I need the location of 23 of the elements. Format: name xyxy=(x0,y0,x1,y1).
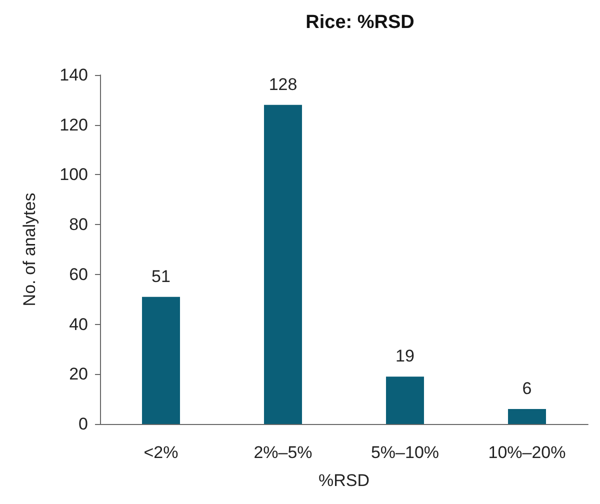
y-tick-label: 0 xyxy=(78,414,88,434)
y-tick-label: 120 xyxy=(60,115,88,134)
y-tick-label: 40 xyxy=(69,314,88,334)
bar xyxy=(508,409,546,424)
data-label: 51 xyxy=(152,266,170,286)
y-tick-label: 140 xyxy=(60,66,88,84)
y-tick-label: 100 xyxy=(60,165,88,184)
y-tick-label: 80 xyxy=(69,215,88,234)
y-tick-label: 60 xyxy=(69,264,88,284)
y-tick-label: 20 xyxy=(69,364,88,384)
x-tick-label: 5%–10% xyxy=(370,443,440,462)
bar xyxy=(264,104,302,424)
x-axis-title: %RSD xyxy=(318,471,370,490)
data-label: 19 xyxy=(396,346,414,366)
data-label: 6 xyxy=(522,379,532,398)
x-tick-label: <2% xyxy=(144,443,178,462)
y-axis-title: No. of analytes xyxy=(20,192,39,306)
chart-title: Rice: %RSD xyxy=(306,12,414,33)
data-label: 128 xyxy=(268,74,298,94)
x-tick-label: 10%–20% xyxy=(488,443,566,462)
bar xyxy=(142,296,180,424)
x-tick-label: 2%–5% xyxy=(254,443,312,462)
bar xyxy=(386,376,424,424)
